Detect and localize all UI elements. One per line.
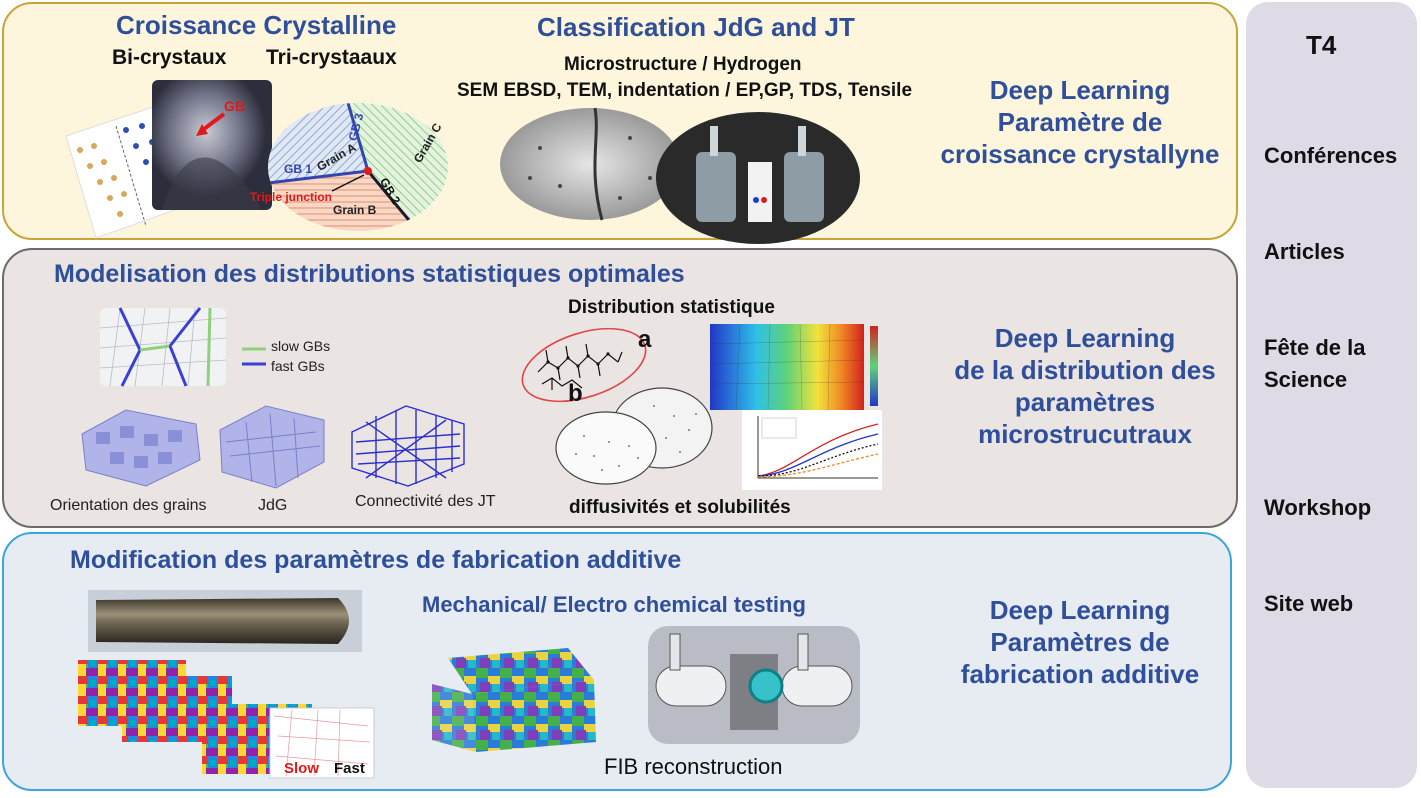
diffusion-curves-plot: [742, 410, 882, 490]
dl-dist-line1: Deep Learning: [994, 323, 1176, 353]
test-cell-render: [648, 626, 860, 744]
sem-micrograph: [500, 107, 680, 221]
electrochem-cell-photo: [656, 112, 860, 244]
dl-distribution-text: Deep Learning de la distribution des par…: [930, 322, 1240, 450]
mech-testing-title: Mechanical/ Electro chemical testing: [422, 592, 806, 617]
grain-orientation-image: [81, 409, 201, 487]
tricrystal-diagram: [268, 103, 448, 231]
sidebar-item-articles[interactable]: Articles: [1264, 239, 1345, 264]
fast-label: Fast: [334, 760, 365, 777]
sidebar-item-site-web[interactable]: Site web: [1264, 591, 1354, 616]
dl-dist-line4: microstrucutraux: [978, 419, 1192, 449]
network-graph-image: [521, 327, 647, 403]
sidebar-item-fete-line2[interactable]: Science: [1264, 367, 1348, 392]
modeling-title: Modelisation des distributions statistiq…: [54, 260, 685, 288]
jt-connectivity-image: [351, 405, 465, 487]
slow-gb-label: slow GBs: [271, 338, 331, 354]
orientation-label: Orientation des grains: [50, 497, 207, 514]
dl-growth-line3: croissance crystallyne: [940, 139, 1220, 169]
dl-additive-line2: Paramètres de: [990, 627, 1170, 657]
sidebar-item-fete-line1[interactable]: Fête de la: [1264, 335, 1366, 360]
classification-title: Classification JdG and JT: [537, 12, 855, 42]
metal-rod-photo: [88, 590, 362, 652]
gb-network-mesh: [99, 307, 227, 387]
additive-title: Modification des paramètres de fabricati…: [70, 546, 682, 574]
dl-additive-line3: fabrication additive: [960, 659, 1200, 689]
ebsd-maps-image: [78, 660, 375, 779]
dl-growth-line1: Deep Learning: [989, 75, 1171, 105]
grain-b-label: Grain B: [333, 203, 377, 217]
sidebar: [1246, 2, 1417, 788]
dl-additive-line1: Deep Learning: [989, 595, 1171, 625]
bicrystal-photo: [152, 80, 272, 210]
heatmap-image: [709, 323, 878, 411]
sidebar-title: T4: [1306, 30, 1337, 60]
label-b: b: [568, 380, 583, 407]
diffusivity-label: diffusivités et solubilités: [569, 497, 791, 518]
fib-label: FIB reconstruction: [604, 754, 783, 779]
bi-crystal-label: Bi-crystaux: [112, 46, 227, 69]
dl-dist-line2: de la distribution des: [954, 355, 1216, 385]
jdg-label: JdG: [258, 497, 288, 514]
fast-gb-label: fast GBs: [271, 358, 325, 374]
gb-label: GB: [224, 98, 245, 114]
gb1-label: GB 1: [284, 162, 313, 176]
diffusion-circles-image: [555, 387, 713, 485]
label-a: a: [638, 326, 652, 353]
sidebar-item-workshop[interactable]: Workshop: [1264, 495, 1372, 520]
dl-additive-text: Deep Learning Paramètres de fabrication …: [930, 594, 1230, 690]
triple-junction-label: Triple junction: [250, 190, 333, 204]
slow-label: Slow: [284, 760, 320, 777]
microstructure-label: Microstructure / Hydrogen: [564, 54, 802, 75]
fib-reconstruction-image: [432, 648, 596, 752]
methods-label: SEM EBSD, TEM, indentation / EP,GP, TDS,…: [457, 80, 913, 101]
gb-legend-swatches: [242, 347, 266, 366]
dl-growth-line2: Paramètre de: [997, 107, 1163, 137]
dl-growth-text: Deep Learning Paramètre de croissance cr…: [920, 74, 1240, 170]
jdg-image: [219, 405, 325, 489]
sidebar-item-conferences[interactable]: Conférences: [1264, 143, 1398, 168]
distribution-title: Distribution statistique: [568, 297, 775, 318]
croissance-title: Croissance Crystalline: [116, 10, 397, 40]
tri-crystal-label: Tri-crystaaux: [266, 46, 397, 69]
connectivity-label: Connectivité des JT: [355, 493, 496, 510]
dl-dist-line3: paramètres: [1014, 387, 1156, 417]
